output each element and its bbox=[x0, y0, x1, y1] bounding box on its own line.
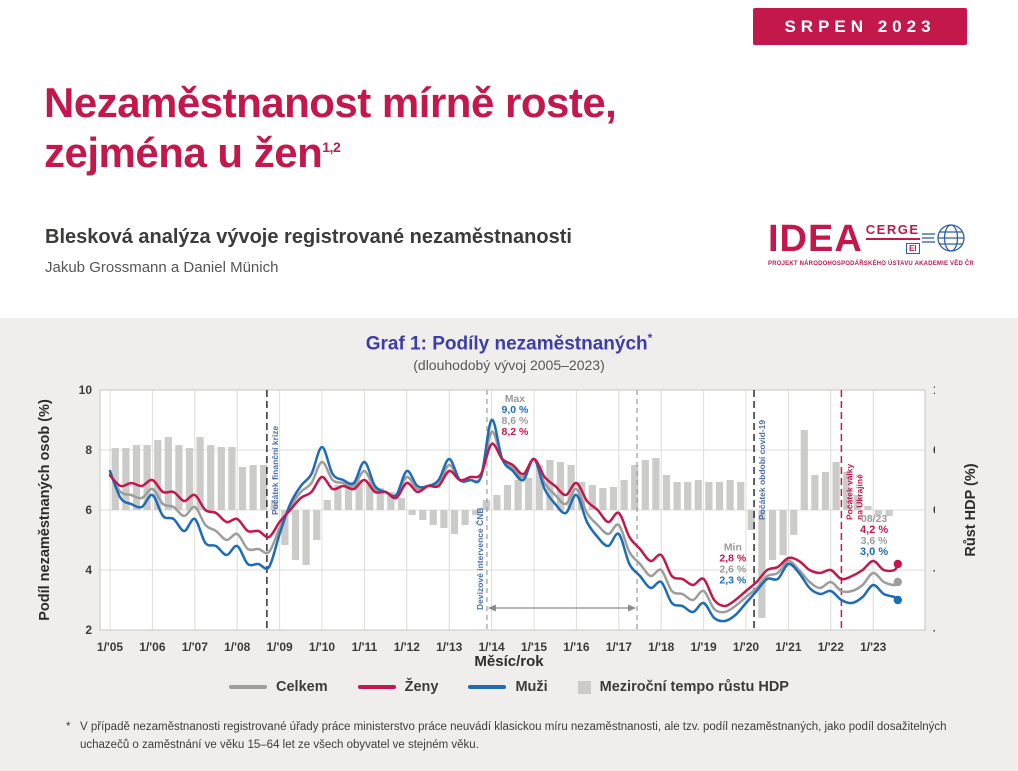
svg-text:1/'11: 1/'11 bbox=[352, 640, 378, 654]
issue-date-badge: SRPEN 2023 bbox=[753, 8, 967, 45]
legend-item-hdp: Meziroční tempo růstu HDP bbox=[577, 679, 789, 695]
legend-label: Muži bbox=[515, 679, 548, 695]
svg-text:1/'15: 1/'15 bbox=[521, 640, 548, 654]
chart-panel: Graf 1: Podíly nezaměstnaných* (dlouhodo… bbox=[0, 318, 1018, 771]
svg-text:1/'23: 1/'23 bbox=[860, 640, 887, 654]
chart-subtitle: (dlouhodobý vývoj 2005–2023) bbox=[413, 357, 605, 373]
svg-text:2,8 %: 2,8 % bbox=[719, 553, 747, 565]
chart-legend: Celkem Ženy Muži Meziroční tempo růstu HDP bbox=[0, 679, 1018, 695]
gdp-bars bbox=[111, 430, 893, 618]
svg-text:1/'21: 1/'21 bbox=[775, 640, 802, 654]
event-markers: Počátek finanční krize Devizové intervenc… bbox=[266, 390, 864, 630]
line-zeny bbox=[108, 442, 900, 608]
svg-text:2,6 %: 2,6 % bbox=[719, 564, 747, 576]
svg-text:1/'20: 1/'20 bbox=[733, 640, 760, 654]
svg-text:1/'12: 1/'12 bbox=[394, 640, 421, 654]
svg-text:12: 12 bbox=[933, 383, 935, 397]
event-label-cnb: Devizové intervence ČNB bbox=[474, 507, 485, 610]
authors: Jakub Grossmann a Daniel Münich bbox=[45, 259, 279, 276]
svg-text:Počátek války: Počátek války bbox=[844, 463, 854, 520]
svg-text:1/'17: 1/'17 bbox=[606, 640, 633, 654]
footnote-marker: * bbox=[66, 721, 71, 733]
svg-text:Devizové intervence ČNB: Devizové intervence ČNB bbox=[474, 507, 485, 610]
svg-text:3,6 %: 3,6 % bbox=[861, 535, 889, 547]
line-muzi bbox=[108, 418, 900, 623]
chart-title: Graf 1: Podíly nezaměstnaných* bbox=[365, 331, 653, 355]
svg-text:1/'22: 1/'22 bbox=[818, 640, 845, 654]
svg-text:1/'16: 1/'16 bbox=[563, 640, 590, 654]
footnote-text: V případě nezaměstnanosti registrované ú… bbox=[80, 721, 947, 751]
svg-text:1/'10: 1/'10 bbox=[309, 640, 336, 654]
page-title: Nezaměstnanost mírně roste, zejména u že… bbox=[44, 78, 617, 177]
chart-title-asterisk: * bbox=[647, 331, 653, 345]
svg-text:8,2 %: 8,2 % bbox=[501, 426, 529, 438]
legend-item-muzi: Muži bbox=[468, 679, 548, 695]
title-footnote-refs: 1,2 bbox=[322, 138, 341, 155]
title-line-2: zejména u žen bbox=[44, 128, 323, 176]
logo-ei-mark: EI bbox=[905, 243, 920, 254]
event-label-ukraine: Počátek války na Ukrajině bbox=[844, 463, 864, 520]
svg-text:1/'09: 1/'09 bbox=[266, 640, 293, 654]
event-label-covid: Počátek období covid-19 bbox=[757, 420, 767, 520]
legend-line-swatch bbox=[357, 685, 396, 689]
svg-text:1/'14: 1/'14 bbox=[478, 640, 505, 654]
end-dot-zeny bbox=[893, 559, 902, 569]
svg-text:2: 2 bbox=[85, 623, 92, 637]
legend-item-celkem: Celkem bbox=[229, 679, 328, 695]
svg-text:0: 0 bbox=[933, 503, 935, 517]
legend-label: Meziroční tempo růstu HDP bbox=[599, 679, 789, 695]
svg-text:1/'19: 1/'19 bbox=[690, 640, 717, 654]
svg-text:Počátek období covid-19: Počátek období covid-19 bbox=[757, 420, 767, 520]
end-dot-muzi bbox=[893, 595, 902, 605]
chart-footnote: * V případě nezaměstnanosti registrované… bbox=[66, 719, 982, 755]
svg-text:Max: Max bbox=[505, 393, 526, 405]
line-celkem bbox=[108, 430, 900, 614]
logo-tagline: PROJEKT NÁRODOHOSPODÁŘSKÉHO ÚSTAVU AKADE… bbox=[768, 261, 974, 268]
svg-text:6: 6 bbox=[85, 503, 92, 517]
page-subtitle: Blesková analýza vývoje registrované nez… bbox=[45, 226, 572, 248]
svg-text:Počátek finanční krize: Počátek finanční krize bbox=[270, 425, 280, 515]
svg-text:1/'13: 1/'13 bbox=[436, 640, 463, 654]
svg-text:08/23: 08/23 bbox=[861, 513, 887, 525]
legend-line-swatch bbox=[229, 685, 267, 689]
svg-text:1/'08: 1/'08 bbox=[224, 640, 251, 654]
legend-label: Celkem bbox=[276, 679, 328, 695]
svg-text:4,2 %: 4,2 % bbox=[860, 524, 888, 536]
logo-idea-text: IDEA bbox=[768, 218, 863, 260]
svg-text:na Ukrajině: na Ukrajině bbox=[854, 474, 864, 520]
y-axis-right-title: Růst HDP (%) bbox=[963, 463, 979, 557]
unemployment-chart: 10 8 6 4 2 12 6 0 -6 -12 1/'05 1/'06 1/'07 1/'08 1/'09… bbox=[79, 383, 935, 654]
legend-bar-swatch bbox=[577, 680, 591, 694]
svg-text:3,0 %: 3,0 % bbox=[860, 546, 888, 558]
svg-text:6: 6 bbox=[933, 443, 935, 457]
legend-label: Ženy bbox=[404, 679, 439, 695]
svg-text:4: 4 bbox=[85, 563, 92, 577]
svg-text:9,0 %: 9,0 % bbox=[501, 404, 529, 416]
event-label-fin-crisis: Počátek finanční krize bbox=[270, 425, 280, 515]
title-line-1: Nezaměstnanost mírně roste, bbox=[44, 79, 617, 126]
svg-text:8: 8 bbox=[85, 443, 92, 457]
svg-text:-6: -6 bbox=[933, 563, 935, 577]
legend-line-swatch bbox=[468, 685, 507, 689]
svg-text:Min: Min bbox=[724, 542, 742, 554]
end-dot-celkem bbox=[893, 577, 902, 587]
svg-text:1/'07: 1/'07 bbox=[182, 640, 209, 654]
x-axis-title: Měsíc/rok bbox=[474, 653, 544, 670]
logo-cerge-text: CERGE bbox=[865, 222, 920, 240]
legend-item-zeny: Ženy bbox=[357, 679, 439, 695]
svg-text:1/'06: 1/'06 bbox=[139, 640, 166, 654]
globe-icon bbox=[921, 224, 965, 252]
svg-text:2,3 %: 2,3 % bbox=[719, 575, 747, 587]
svg-text:1/'18: 1/'18 bbox=[648, 640, 675, 654]
y-axis-left-title: Podíl nezaměstnaných osob (%) bbox=[37, 399, 53, 621]
svg-text:-12: -12 bbox=[933, 623, 935, 637]
svg-text:1/'05: 1/'05 bbox=[97, 640, 124, 654]
svg-text:10: 10 bbox=[79, 383, 93, 397]
svg-text:8,6 %: 8,6 % bbox=[501, 415, 529, 427]
idea-cerge-logo: IDEA CERGE EI PROJEKT NÁRODOHOSPODÁŘSKÉH… bbox=[768, 218, 1018, 268]
